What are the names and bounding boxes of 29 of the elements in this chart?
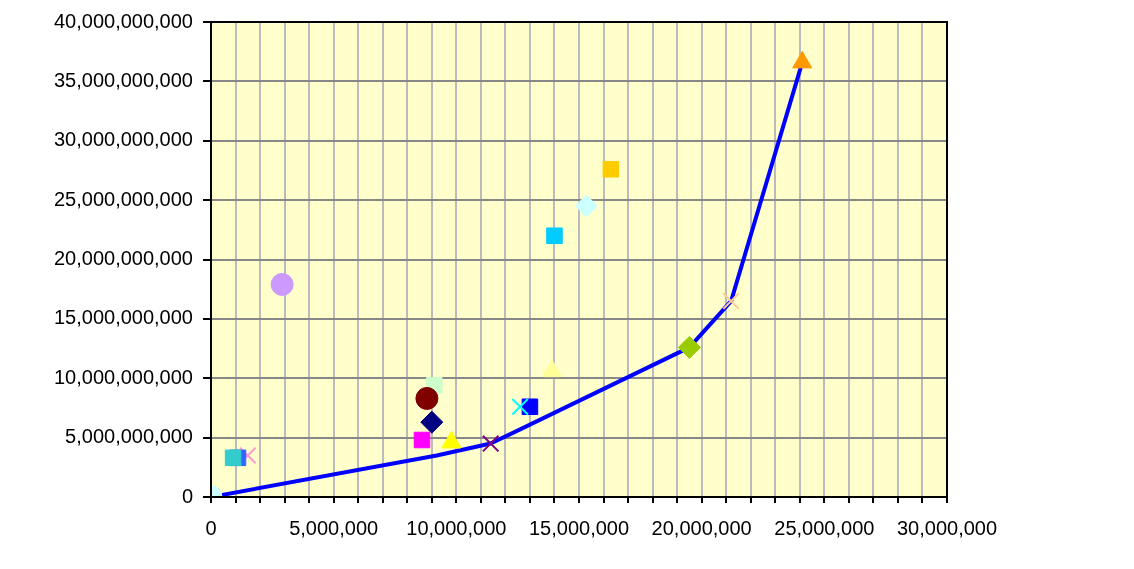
x-tick-label: 10,000,000	[406, 516, 507, 539]
y-tick-label: 25,000,000,000	[53, 187, 193, 210]
x-tick-label: 0	[205, 516, 217, 539]
y-tick-label: 20,000,000,000	[53, 247, 193, 270]
y-tick-label: 15,000,000,000	[53, 306, 193, 329]
x-tick-label: 5,000,000	[289, 516, 379, 539]
x-tick-label: 30,000,000	[896, 516, 998, 539]
y-tick-label: 10,000,000,000	[53, 365, 193, 388]
point	[420, 410, 444, 434]
x-tick-label: 25,000,000	[774, 516, 875, 539]
point	[413, 431, 431, 449]
y-tick-label: 35,000,000,000	[53, 68, 193, 91]
point	[602, 160, 620, 178]
x-tick-label: 15,000,000	[528, 516, 630, 539]
point	[415, 386, 439, 410]
point	[481, 434, 500, 453]
point	[546, 227, 563, 245]
point	[722, 292, 740, 310]
point	[511, 397, 529, 416]
y-tick-label: 5,000,000,000	[65, 425, 193, 448]
point	[270, 272, 294, 296]
point	[677, 335, 701, 359]
y-tick-label: 40,000,000,000	[53, 9, 193, 32]
point	[224, 449, 242, 467]
x-tick-label: 20,000,000	[651, 516, 752, 539]
y-tick-label: 0	[181, 484, 193, 507]
point	[239, 446, 257, 465]
y-tick-label: 30,000,000,000	[53, 128, 193, 151]
point	[574, 194, 598, 218]
